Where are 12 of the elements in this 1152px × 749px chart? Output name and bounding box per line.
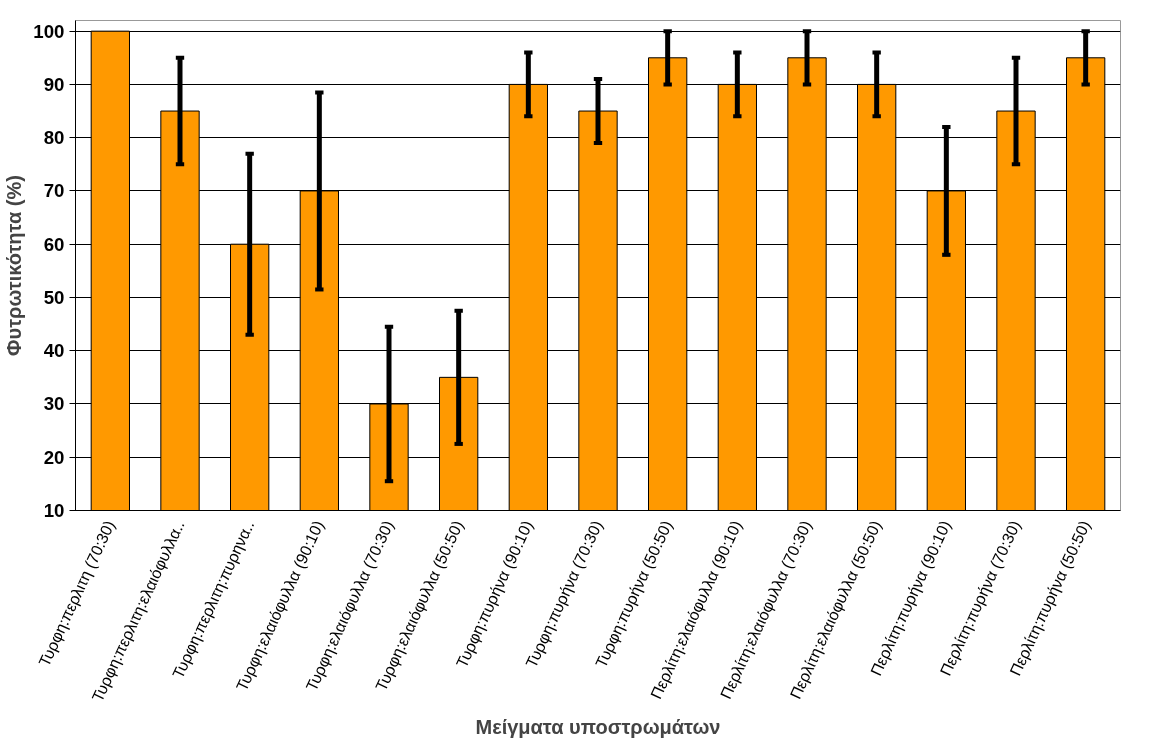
y-tick-label: 20	[43, 446, 65, 468]
y-tick-label: 100	[33, 20, 65, 42]
y-tick-label: 10	[43, 500, 65, 521]
y-tick-label: 60	[43, 233, 65, 255]
y-tick-label: 40	[43, 340, 65, 362]
y-axis-title: Φυτρωτικότητα (%)	[3, 175, 26, 356]
y-tick-label: 30	[43, 393, 65, 415]
y-tick-label: 90	[43, 73, 65, 95]
y-tick-label: 50	[43, 286, 65, 308]
y-tick-label: 80	[43, 127, 65, 149]
x-axis-title: Μείγματα υποστρωμάτων	[475, 715, 721, 738]
y-tick-label: 70	[43, 180, 65, 202]
